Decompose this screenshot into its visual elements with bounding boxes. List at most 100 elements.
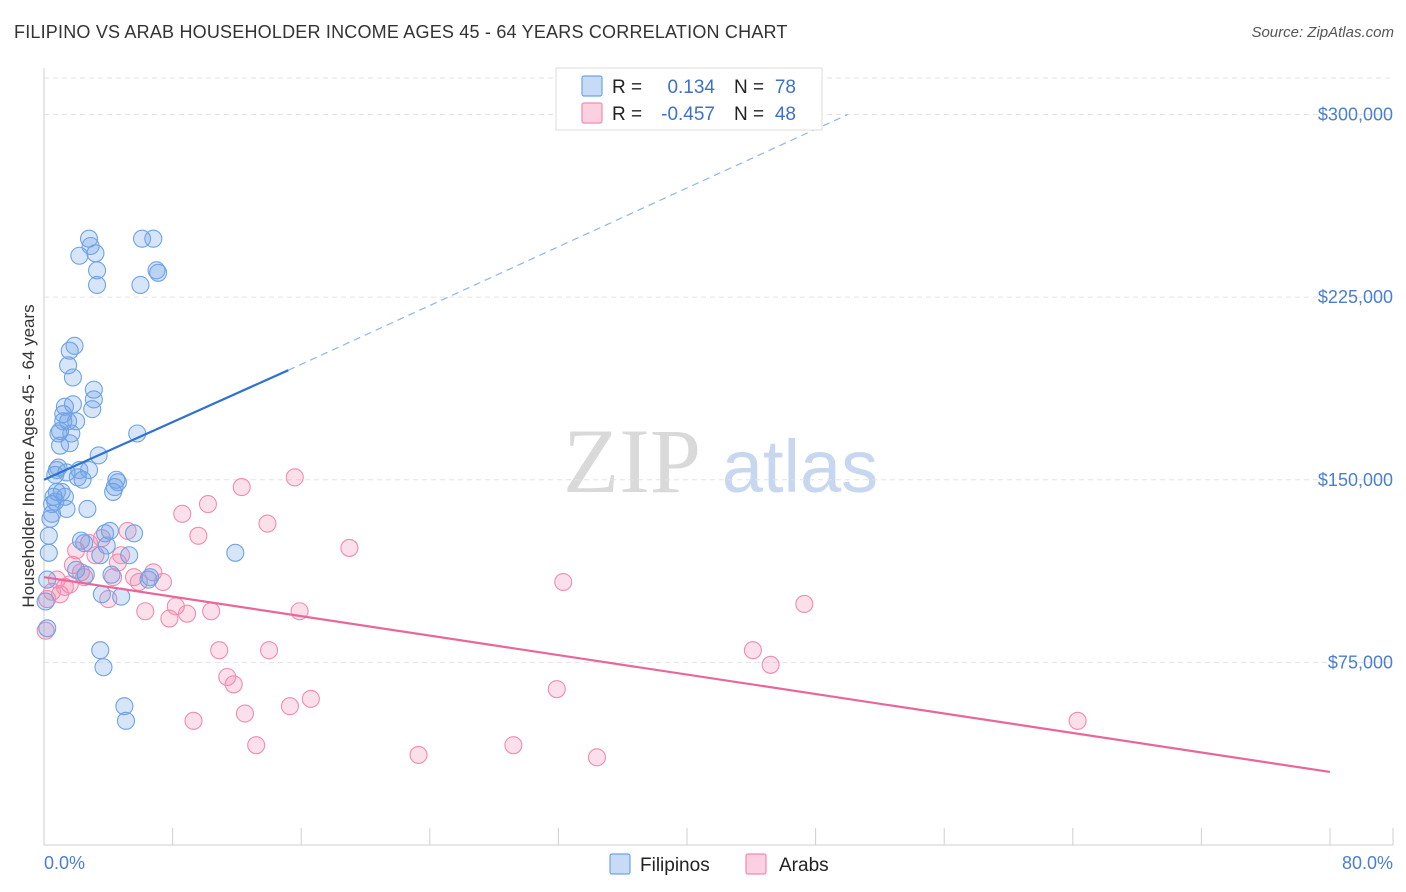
filipino-point bbox=[226, 543, 245, 562]
legend-r-label: R = bbox=[612, 104, 642, 125]
trend-lines bbox=[43, 113, 1331, 774]
arab-point bbox=[232, 478, 251, 497]
watermark-zip: ZIP bbox=[563, 410, 701, 512]
arab-point bbox=[189, 526, 208, 545]
bottom-legend-swatch-filipinos bbox=[609, 853, 631, 875]
filipino-point bbox=[91, 546, 110, 565]
filipino-point bbox=[63, 368, 82, 387]
filipino-point bbox=[38, 619, 57, 638]
arab-point bbox=[55, 577, 74, 596]
filipino-point bbox=[124, 524, 144, 543]
filipino-point bbox=[86, 244, 105, 263]
chart-title: FILIPINO VS ARAB HOUSEHOLDER INCOME AGES… bbox=[14, 22, 788, 42]
legend-n-value-arabs: 48 bbox=[775, 104, 796, 125]
bottom-legend-label-arabs: Arabs bbox=[779, 855, 829, 876]
legend-swatch-filipinos bbox=[581, 75, 603, 97]
arab-point bbox=[124, 568, 144, 587]
arab-point bbox=[136, 602, 155, 621]
legend-n-label: N = bbox=[734, 77, 764, 98]
arab-point bbox=[301, 689, 320, 708]
filipino-point bbox=[59, 356, 78, 375]
filipino-point bbox=[115, 697, 134, 716]
arab-point bbox=[210, 641, 229, 660]
arab-point bbox=[258, 514, 277, 533]
filipino-point bbox=[67, 412, 86, 431]
y-tick-label: $150,000 bbox=[1318, 470, 1393, 490]
filipino-point bbox=[87, 275, 107, 295]
legend-r-value-filipinos: 0.134 bbox=[667, 77, 715, 98]
filipino-point bbox=[116, 711, 136, 730]
arab-point bbox=[587, 748, 607, 767]
filipino-point bbox=[87, 261, 107, 280]
arab-point bbox=[409, 745, 428, 764]
filipino-point bbox=[65, 336, 84, 355]
x-tick-label-max: 80.0% bbox=[1342, 853, 1393, 873]
legend-n-value-filipinos: 78 bbox=[775, 77, 796, 98]
series-arabs bbox=[36, 468, 1087, 767]
arab-point bbox=[285, 468, 304, 487]
arab-point bbox=[761, 655, 780, 674]
arab-point bbox=[280, 697, 299, 716]
bottom-legend: Filipinos Arabs bbox=[609, 853, 829, 876]
filipino-point bbox=[39, 543, 58, 562]
y-axis-label: Householder Income Ages 45 - 64 years bbox=[19, 304, 38, 607]
arab-point bbox=[218, 667, 237, 687]
x-tick-label-min: 0.0% bbox=[44, 853, 85, 873]
arab-point bbox=[795, 594, 814, 613]
filipino-point bbox=[62, 424, 81, 443]
arab-trend-line bbox=[43, 576, 1331, 774]
arab-point bbox=[547, 680, 566, 699]
source-attribution: Source: ZipAtlas.com bbox=[1251, 24, 1394, 41]
arab-point bbox=[224, 675, 243, 694]
bottom-legend-label-filipinos: Filipinos bbox=[640, 855, 710, 876]
arab-point bbox=[184, 711, 203, 730]
filipino-point bbox=[105, 478, 124, 497]
filipino-point bbox=[79, 460, 99, 480]
filipino-point bbox=[141, 568, 160, 587]
filipino-point bbox=[92, 585, 111, 604]
filipino-point bbox=[67, 560, 86, 579]
series-filipinos bbox=[36, 229, 245, 730]
filipino-point bbox=[60, 341, 79, 360]
filipino-point bbox=[94, 658, 113, 677]
gridlines bbox=[44, 77, 1393, 663]
filipino-point bbox=[108, 473, 127, 492]
filipino-point bbox=[55, 487, 74, 506]
legend-r-label: R = bbox=[612, 77, 642, 98]
filipino-point bbox=[39, 526, 58, 545]
filipino-trend-line bbox=[43, 369, 289, 481]
arab-point bbox=[743, 641, 762, 660]
filipino-point bbox=[75, 534, 94, 553]
axes: $75,000 $150,000 $225,000 $300,000 0.0% 80.0% bbox=[43, 68, 1394, 873]
filipino-point bbox=[78, 499, 97, 519]
arab-point bbox=[202, 602, 221, 621]
legend-n-label: N = bbox=[734, 104, 764, 125]
legend-r-value-arabs: -0.457 bbox=[661, 104, 715, 125]
filipino-point bbox=[149, 263, 168, 282]
filipino-point bbox=[144, 229, 163, 248]
arab-point bbox=[259, 641, 279, 660]
filipino-point bbox=[100, 521, 119, 540]
arab-point bbox=[178, 604, 197, 623]
filipino-point bbox=[91, 641, 110, 660]
filipino-point bbox=[84, 380, 103, 399]
arab-point bbox=[247, 736, 266, 755]
legend-swatch-arabs bbox=[581, 102, 603, 124]
bottom-legend-swatch-arabs bbox=[745, 853, 767, 875]
y-tick-label: $75,000 bbox=[1328, 652, 1393, 672]
filipino-point bbox=[102, 565, 121, 584]
arab-point bbox=[504, 736, 523, 755]
filipino-point bbox=[73, 470, 92, 489]
arab-point bbox=[173, 504, 192, 523]
legend: R = R = 0.134 -0.457 N = N = 78 48 bbox=[555, 67, 823, 131]
filipino-point bbox=[71, 531, 91, 550]
arab-point bbox=[198, 495, 218, 514]
filipino-point bbox=[52, 482, 71, 501]
filipino-point bbox=[84, 390, 103, 409]
filipino-point bbox=[97, 536, 116, 555]
filipino-point bbox=[63, 395, 82, 414]
y-tick-label: $300,000 bbox=[1318, 105, 1393, 125]
arab-point bbox=[554, 572, 573, 592]
arab-point bbox=[71, 563, 91, 582]
